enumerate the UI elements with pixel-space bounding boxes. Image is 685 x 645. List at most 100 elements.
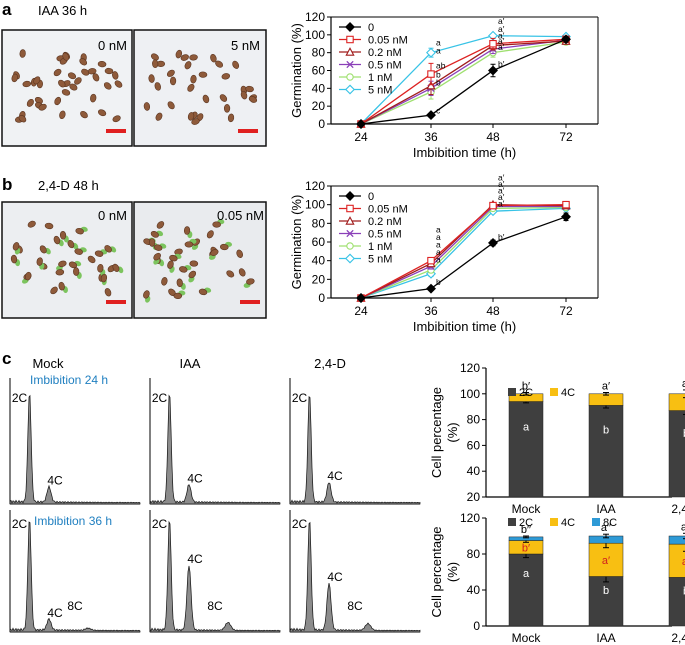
- germination-chart-a: 0 20 40 60 80 100 120 24 36 48 72 Imbibition time (…: [289, 10, 599, 160]
- y-tick-label: 60: [312, 235, 326, 249]
- seed: [198, 288, 208, 296]
- seed: [167, 260, 174, 269]
- seed: [166, 69, 175, 77]
- x-tick-label: 36: [424, 304, 438, 318]
- seed: [104, 288, 112, 297]
- seed: [100, 273, 108, 283]
- x-tick-label: 2,4-D: [671, 631, 685, 645]
- seed: [188, 270, 197, 279]
- photo-b-right-label: 0.05 nM: [217, 208, 264, 223]
- data-point: [346, 73, 354, 81]
- legend-label: 0.5 nM: [368, 60, 402, 72]
- x-tick-label: Mock: [512, 502, 542, 516]
- peak-label-4c: 4C: [47, 474, 63, 488]
- series-line-005nM: [360, 38, 567, 125]
- significance-letter: b: [436, 78, 441, 88]
- data-point: [426, 283, 436, 294]
- significance-letter: a′: [602, 381, 610, 393]
- bar-segment-2c: [508, 401, 544, 498]
- seed: [150, 53, 159, 61]
- y-axis-label-line: Cell percentage: [429, 526, 444, 617]
- x-tick-label: 2,4-D: [671, 502, 685, 516]
- seed: [232, 60, 240, 69]
- series-line-5nM: [360, 35, 567, 125]
- histogram-area: [149, 394, 281, 505]
- seed: [198, 71, 208, 78]
- significance-letter: a′: [498, 179, 505, 189]
- data-point: [346, 204, 354, 213]
- legend-label: 8C: [603, 517, 617, 529]
- panel-a: a IAA 36 h 0 nM 5 nM: [1, 0, 267, 147]
- imbibition-24-label: Imbibition 24 h: [30, 373, 108, 387]
- seed: [212, 221, 221, 228]
- y-tick-label: 80: [467, 413, 481, 427]
- scale-bar-a-left: [106, 129, 126, 133]
- data-point: [426, 110, 436, 121]
- significance-letter: a′: [498, 30, 505, 40]
- x-tick-label: 36: [424, 130, 438, 144]
- scale-bar-b-right: [240, 300, 260, 304]
- legend-swatch: [508, 388, 516, 396]
- seed: [156, 221, 165, 229]
- significance-letter: c: [436, 105, 441, 115]
- seed: [153, 252, 161, 261]
- panel-c-label: c: [2, 349, 11, 368]
- legend-swatch: [550, 388, 558, 396]
- seed: [143, 102, 151, 111]
- seed: [62, 52, 70, 61]
- legend-label: 1 nM: [368, 72, 392, 84]
- x-tick-label: 72: [559, 304, 573, 318]
- seed: [221, 73, 231, 80]
- seed: [202, 94, 210, 104]
- seed: [79, 58, 88, 66]
- significance-letter: b′: [522, 542, 530, 554]
- data-point: [427, 256, 435, 265]
- significance-letter: a: [436, 232, 441, 242]
- y-axis-label: Cell percentage(%): [429, 387, 460, 478]
- seed: [68, 261, 78, 269]
- seed: [104, 67, 114, 75]
- x-tick-label: 24: [354, 130, 368, 144]
- seed: [219, 94, 228, 102]
- seed: [11, 73, 18, 83]
- data-point: [346, 60, 354, 69]
- seed: [67, 240, 75, 249]
- seed: [94, 250, 104, 257]
- significance-letter: a: [436, 38, 441, 48]
- seed: [36, 257, 43, 266]
- bar-segment-4c: [668, 543, 685, 578]
- panel-b-photo-title: 2,4-D 48 h: [38, 178, 99, 193]
- data-point: [346, 242, 354, 250]
- seeds-b-left: [10, 220, 124, 297]
- peak-label-2c: 2C: [152, 391, 168, 405]
- series-line-05nM: [360, 39, 567, 125]
- seed: [18, 114, 27, 123]
- seed: [149, 238, 156, 247]
- photo-b-left-label: 0 nM: [98, 208, 127, 223]
- seed: [206, 230, 214, 239]
- legend-label: 0.2 nM: [368, 47, 402, 59]
- seed: [169, 254, 178, 262]
- seed: [112, 71, 119, 80]
- seed: [175, 49, 183, 59]
- peak-label-4c: 4C: [187, 552, 203, 566]
- seed: [87, 255, 96, 264]
- seed: [189, 260, 199, 267]
- significance-letter: a′: [498, 185, 505, 195]
- seed: [81, 68, 90, 76]
- scale-bar-a-right: [238, 129, 258, 133]
- seed: [25, 271, 32, 281]
- series-line-005nM: [360, 204, 567, 299]
- significance-letter: b: [603, 585, 609, 597]
- bar-segment-8c: [668, 535, 685, 545]
- significance-letter: a: [436, 240, 441, 250]
- y-tick-label: 80: [312, 46, 326, 60]
- column-label-24d: 2,4-D: [314, 356, 346, 371]
- significance-letter: a′: [498, 192, 505, 202]
- significance-letter: a′: [498, 199, 505, 209]
- seed: [210, 249, 219, 256]
- data-point: [489, 201, 497, 210]
- y-axis-label: Germination (%): [289, 23, 304, 118]
- photo-a-left-label: 0 nM: [98, 38, 127, 53]
- seed: [227, 113, 235, 123]
